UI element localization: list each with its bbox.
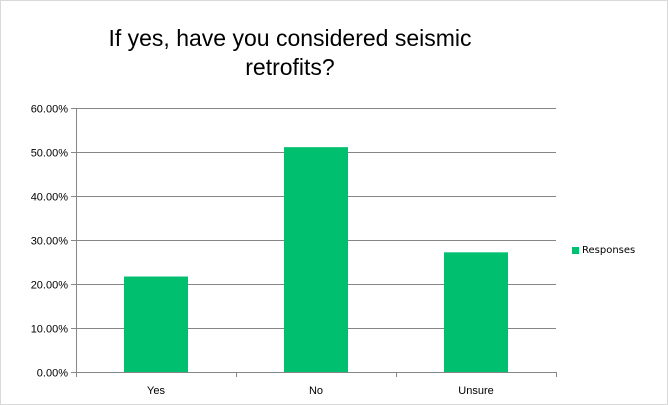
bar-yes — [124, 276, 188, 372]
bar-unsure — [444, 252, 508, 372]
legend: Responses — [572, 245, 635, 256]
x-tick-label: Yes — [147, 385, 165, 397]
y-tick-label: 0.00% — [37, 368, 68, 380]
chart-title: If yes, have you considered seismic retr… — [108, 25, 472, 80]
y-tick-label: 20.00% — [31, 280, 69, 292]
x-tick-label: No — [309, 385, 323, 397]
y-tick-label: 10.00% — [31, 324, 69, 336]
bar-no — [284, 147, 348, 372]
legend-label: Responses — [582, 245, 636, 256]
bars — [124, 147, 508, 372]
x-tick-label: Unsure — [458, 385, 493, 397]
y-tick-label: 60.00% — [31, 104, 69, 116]
y-tick-label: 40.00% — [31, 192, 69, 204]
tick-labels: 0.00% 10.00% 20.00% 30.00% 40.00% 50.00% 60.00… — [31, 104, 494, 398]
legend-swatch — [572, 247, 579, 254]
axes — [71, 108, 557, 377]
y-tick-label: 30.00% — [31, 236, 69, 248]
y-tick-label: 50.00% — [31, 148, 69, 160]
